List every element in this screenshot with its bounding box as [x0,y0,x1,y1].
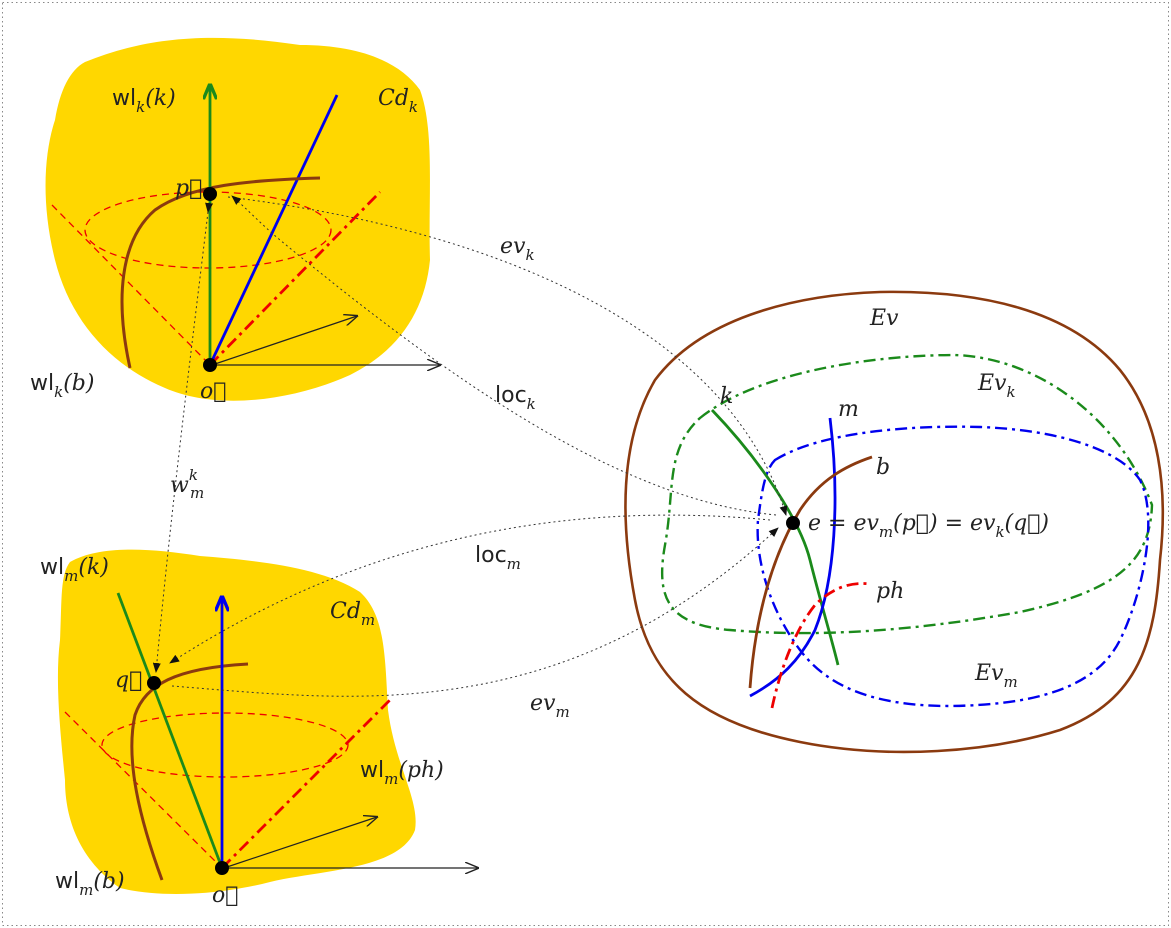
ev-boundary [624,290,1165,754]
curve-ph-line [770,582,871,709]
label-curve-b: b [876,455,890,480]
mapping-arrows [152,195,788,697]
label-wl-m-b: wlm(b) [55,869,125,899]
label-event-equation: e = evm(p⃗) = evk(q⃗) [808,511,1049,541]
event-e-point [786,516,800,530]
ev-k-boundary [661,353,1154,635]
worldline-m-top [208,94,339,366]
region-cd-m [57,549,478,894]
label-wl-m-ph: wlm(ph) [360,758,444,788]
label-q: q⃗ [115,668,142,693]
label-wl-k-k: wlk(k) [112,86,176,116]
label-cd-m: Cdm [330,599,375,629]
label-o-bottom: o⃗ [212,883,238,908]
axis-y-top [211,316,357,366]
origin-bottom-point [215,861,229,875]
light-cone-top-left [51,204,211,366]
label-evm-region: Evm [974,661,1018,691]
label-wl-m-k: wlm(k) [40,555,109,585]
label-evm-map: evm [530,691,570,721]
label-curve-ph: ph [876,579,904,604]
label-curve-k: k [720,384,733,409]
worldline-k-bottom [116,592,224,869]
label-locm: locm [475,543,521,573]
axis-y-bottom [223,817,377,869]
origin-top-point [203,358,217,372]
light-cone-bottom-left [64,711,223,869]
ev-m-boundary [756,425,1150,708]
map-wmk-arrow [152,202,214,673]
event-q-point [147,676,161,690]
worldline-ph-top [209,191,381,366]
curve-m-line [749,417,837,698]
curve-k-line [710,409,840,666]
label-wl-k-b: wlk(b) [30,371,94,401]
label-cd-k: Cdk [378,86,418,116]
label-wmk: wk m [170,466,204,502]
worldline-ph-bottom [221,699,391,869]
region-cd-m-blob [57,549,416,894]
light-cone-bottom-ellipse [101,712,349,778]
map-locm-arrow [169,514,771,664]
region-cd-k-blob [45,37,430,401]
label-curve-m: m [838,397,859,422]
event-space [624,290,1165,754]
label-p: p⃗ [175,176,202,201]
label-o-top: o⃗ [200,379,226,404]
label-evk-region: Evk [977,371,1016,401]
map-evk-arrow [227,196,788,516]
curve-b-line [748,455,873,689]
event-p-point [203,187,217,201]
label-ev-region: Ev [869,306,899,331]
label-lock: lock [495,383,536,413]
label-evk-map: evk [500,234,535,264]
